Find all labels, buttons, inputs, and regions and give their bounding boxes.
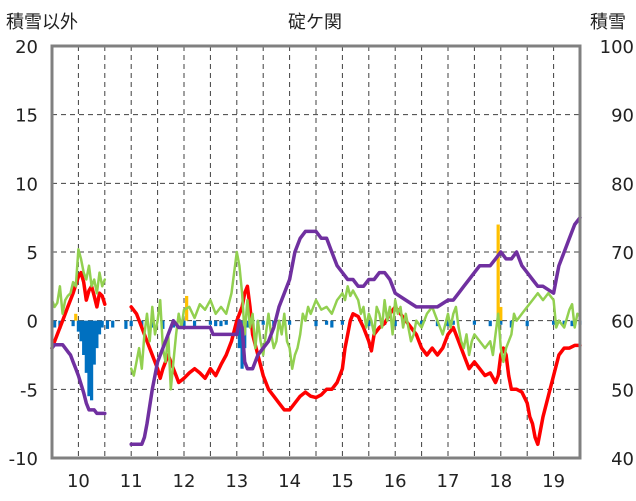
y-left-tick: 15 [15, 106, 38, 127]
bar [219, 320, 223, 327]
y-right-label: 積雪 [590, 12, 626, 33]
series-line [129, 215, 582, 447]
x-tick: 13 [225, 471, 248, 492]
bar [71, 320, 75, 327]
bar [82, 320, 86, 355]
bar [552, 320, 556, 325]
x-tick: 19 [542, 471, 565, 492]
bar [509, 320, 513, 328]
y-right-tick: 60 [611, 312, 634, 333]
x-tick: 14 [278, 471, 301, 492]
bar [446, 320, 450, 327]
bar [420, 320, 424, 325]
bar [87, 320, 91, 397]
x-tick: 15 [331, 471, 354, 492]
bar [340, 320, 344, 325]
bar [111, 320, 115, 328]
bar [314, 320, 318, 327]
x-tick: 18 [489, 471, 512, 492]
x-tick: 12 [173, 471, 196, 492]
bar [451, 320, 455, 325]
bar [97, 320, 102, 335]
bar [288, 320, 292, 325]
y-left-tick: -10 [9, 449, 38, 470]
x-tick: 16 [384, 471, 407, 492]
bar [95, 320, 99, 349]
bar [496, 224, 500, 321]
bar [224, 320, 228, 325]
x-tick: 11 [120, 471, 143, 492]
bar [499, 320, 503, 325]
bar [161, 320, 165, 329]
bar [182, 320, 186, 327]
y-right-tick: 100 [600, 37, 634, 58]
bar [124, 320, 128, 329]
bar [84, 320, 88, 373]
series-line [50, 270, 107, 350]
bar [90, 320, 94, 401]
bar [330, 320, 334, 328]
bar [208, 320, 212, 325]
x-tick: 17 [437, 471, 460, 492]
bar [150, 320, 154, 328]
bar [525, 320, 529, 327]
y-left-tick: 20 [15, 37, 38, 58]
y-right-tick: 40 [611, 449, 634, 470]
bar [472, 320, 476, 325]
bar [53, 320, 57, 328]
bar [499, 306, 503, 321]
bar [92, 320, 96, 365]
bar [570, 320, 574, 327]
bar [129, 320, 133, 327]
series-line [129, 250, 582, 391]
bar [76, 320, 80, 332]
y-left-tick: 10 [15, 174, 38, 195]
series-line [50, 248, 107, 316]
bar [261, 320, 265, 325]
bar [393, 320, 397, 327]
x-tick: 10 [67, 471, 90, 492]
series-line [50, 342, 107, 416]
y-left-tick: -5 [20, 380, 38, 401]
bar [237, 320, 242, 349]
series-line [129, 284, 582, 447]
chart-title: 碇ケ関 [288, 12, 342, 33]
bar [192, 320, 197, 328]
bar [74, 313, 78, 321]
bar [105, 320, 110, 329]
y-right-tick: 90 [611, 106, 634, 127]
bar [367, 320, 371, 327]
y-left-label: 積雪以外 [6, 12, 78, 33]
bar [488, 320, 492, 327]
plot-frame [50, 44, 582, 460]
y-right-tick: 50 [611, 380, 634, 401]
bar [324, 320, 329, 325]
y-right-tick: 70 [611, 243, 634, 264]
y-right-tick: 80 [611, 174, 634, 195]
bar [79, 320, 83, 342]
y-left-tick: 0 [27, 312, 38, 333]
y-left-tick: 5 [27, 243, 38, 264]
lines [50, 215, 582, 447]
bar [100, 320, 104, 328]
bar [245, 320, 249, 328]
bar [214, 320, 218, 327]
